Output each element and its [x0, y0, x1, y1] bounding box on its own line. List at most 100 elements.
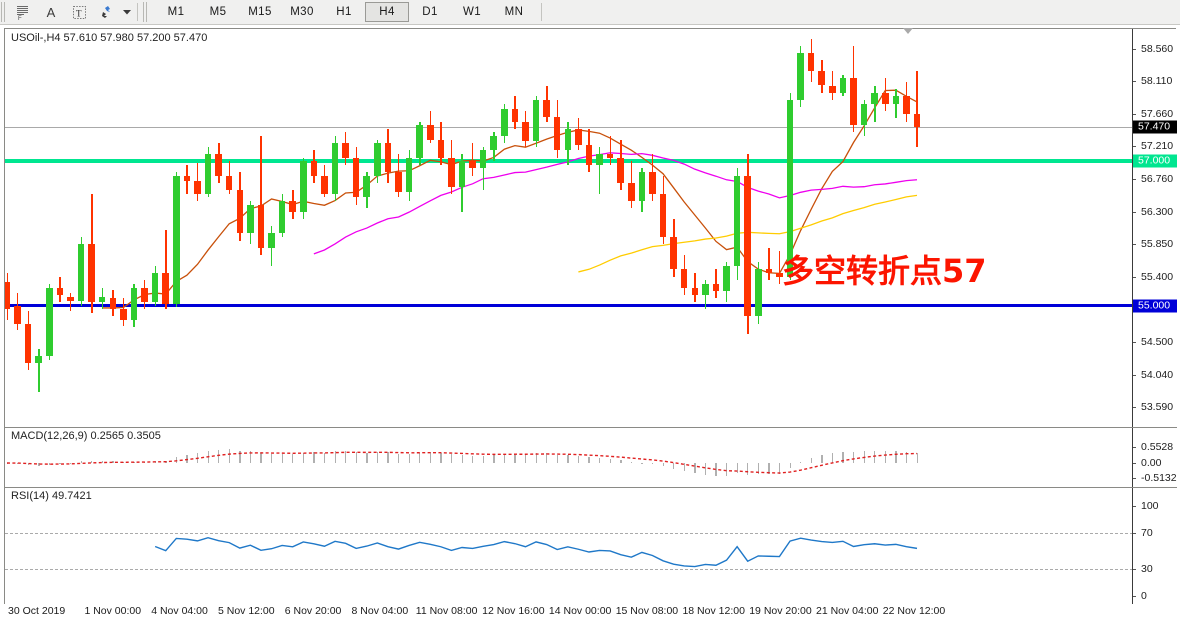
crosshair-icon[interactable]: F: [9, 1, 37, 23]
macd-histogram-bar: [59, 463, 61, 464]
timeframe-m30[interactable]: M30: [290, 6, 314, 18]
macd-histogram-bar: [641, 462, 643, 464]
macd-histogram-bar: [577, 455, 580, 463]
candle-body: [553, 116, 561, 151]
macd-histogram-bar: [662, 463, 664, 466]
rsi-pane[interactable]: RSI(14) 49.7421 100 70 30 0: [5, 487, 1177, 604]
candlestick: [702, 29, 709, 427]
candle-body: [225, 175, 233, 191]
rsi-axis[interactable]: 100 70 30 0: [1132, 488, 1177, 604]
candlestick: [564, 29, 572, 427]
candle-body: [765, 269, 773, 274]
objects-icon[interactable]: [93, 1, 121, 23]
time-axis: 30 Oct 2019 1 Nov 00:00 4 Nov 04:00 5 Nov 1…: [4, 604, 1176, 620]
candlestick: [903, 29, 910, 427]
candle-body: [120, 309, 127, 320]
timeframe-d1[interactable]: D1: [422, 6, 438, 18]
candle-body: [638, 172, 646, 201]
candlestick: [88, 29, 95, 427]
macd-histogram-bar: [482, 455, 484, 463]
rsi-band-70: [5, 533, 1133, 534]
timeframe-mn[interactable]: MN: [504, 6, 524, 18]
candlestick: [141, 29, 148, 427]
candlestick: [384, 29, 392, 427]
chart-marker: [903, 28, 913, 34]
macd-histogram-bar: [567, 454, 569, 463]
macd-histogram-bar: [524, 454, 527, 463]
macd-histogram-bar: [853, 451, 855, 463]
candle-body: [522, 121, 529, 142]
macd-histogram-bar: [546, 453, 548, 463]
candle-body: [670, 237, 677, 270]
timeframe-h1[interactable]: H1: [336, 6, 352, 18]
candle-body: [448, 157, 455, 187]
candlestick: [532, 29, 540, 427]
candle-body: [585, 145, 593, 165]
candle-body: [247, 204, 254, 234]
candlestick: [871, 29, 878, 427]
macd-pane[interactable]: MACD(12,26,9) 0.2565 0.3505 0.5528 0.00 -0…: [5, 427, 1177, 487]
toolbar-grip-1[interactable]: [1, 2, 7, 22]
rsi-plot-area[interactable]: [5, 488, 1177, 604]
dropdown-arrow-icon[interactable]: [121, 1, 133, 23]
candle-body: [617, 157, 624, 183]
candle-body: [575, 128, 582, 146]
time-label: 22 Nov 12:00: [882, 605, 946, 617]
macd-histogram-bar: [821, 455, 823, 463]
macd-plot-area[interactable]: [5, 428, 1177, 487]
candle-body: [352, 157, 360, 198]
price-plot-area[interactable]: [5, 29, 1177, 427]
macd-tick: -0.5132: [1133, 472, 1177, 484]
macd-histogram-bar: [726, 463, 728, 476]
macd-histogram-bar: [800, 462, 802, 464]
candle-body: [818, 71, 826, 86]
macd-histogram-bar: [69, 463, 72, 464]
macd-histogram-bar: [249, 450, 252, 463]
timeframe-h4[interactable]: H4: [365, 2, 409, 22]
candle-body: [659, 193, 667, 237]
candle-body: [881, 92, 889, 104]
candlestick: [310, 29, 318, 427]
candlestick: [479, 29, 487, 427]
candle-body: [194, 181, 201, 194]
price-pane[interactable]: USOil-,H4 57.610 57.980 57.200 57.470 58…: [5, 29, 1177, 427]
chart-annotation: 多空转折点57: [782, 252, 987, 290]
price-axis[interactable]: 58.560 58.110 57.660 57.210 56.760 56.300 55.8…: [1132, 29, 1177, 427]
candle-body: [35, 356, 42, 364]
macd-axis[interactable]: 0.5528 0.00 -0.5132: [1132, 428, 1177, 487]
candlestick: [638, 29, 646, 427]
candle-body: [278, 200, 286, 234]
candlestick: [501, 29, 508, 427]
candle-body: [321, 175, 328, 194]
text-tool-icon[interactable]: A: [37, 1, 65, 23]
candle-body: [183, 175, 191, 182]
candlestick: [649, 29, 656, 427]
candlestick: [46, 29, 53, 427]
macd-histogram-bar: [239, 450, 241, 463]
candle-body: [257, 204, 265, 248]
macd-histogram-bar: [440, 452, 442, 463]
candlestick: [575, 29, 582, 427]
candle-body: [649, 172, 656, 194]
candlestick: [744, 29, 751, 427]
label-tool-icon[interactable]: T: [65, 1, 93, 23]
candle-wick: [482, 146, 485, 191]
timeframe-m15[interactable]: M15: [248, 6, 272, 18]
candlestick: [776, 29, 783, 427]
timeframe-m1[interactable]: M1: [167, 6, 185, 18]
candle-body: [892, 96, 900, 104]
timeframe-w1[interactable]: W1: [462, 6, 482, 18]
price-tick: 58.110: [1133, 75, 1177, 87]
macd-histogram-bar: [461, 454, 463, 463]
toolbar-grip-2[interactable]: [143, 2, 149, 22]
candlestick: [543, 29, 550, 427]
timeframe-m5[interactable]: M5: [209, 6, 227, 18]
candle-body: [860, 103, 868, 126]
candle-body: [236, 190, 244, 234]
candlestick: [14, 29, 21, 427]
time-label: 5 Nov 12:00: [217, 605, 275, 617]
macd-histogram-bar: [905, 451, 908, 463]
candlestick: [786, 29, 794, 427]
macd-histogram-bar: [535, 453, 537, 463]
macd-histogram-bar: [599, 458, 601, 463]
